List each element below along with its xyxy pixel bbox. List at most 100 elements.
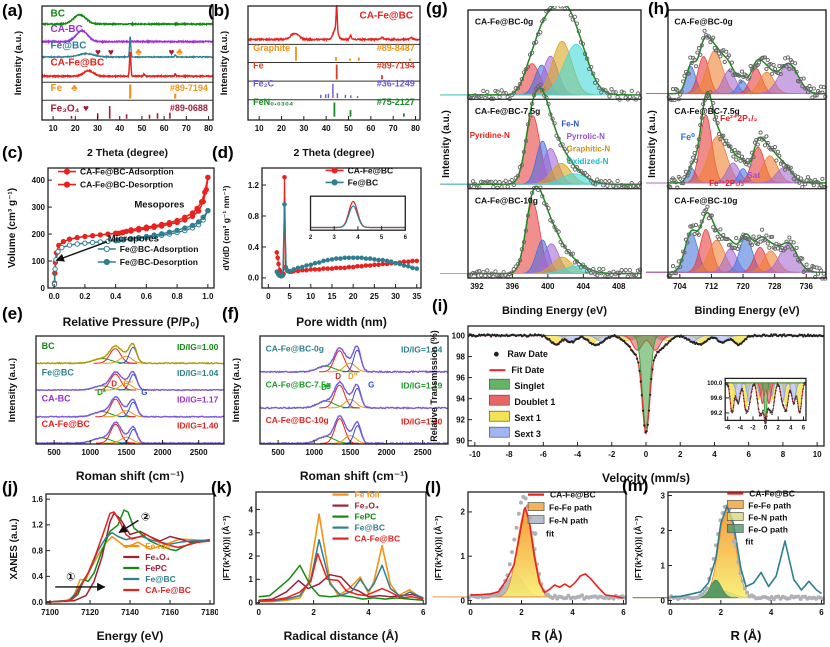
svg-text:5: 5 [287, 292, 292, 301]
svg-text:-6: -6 [725, 425, 731, 431]
svg-text:Intensity (a.u.): Intensity (a.u.) [13, 31, 24, 95]
svg-text:98: 98 [456, 352, 465, 361]
svg-text:3: 3 [661, 491, 666, 500]
chart-group: 500 1000 1500 2000 2500 Roman shift (cm⁻¹) Int… [231, 335, 449, 483]
svg-text:Graphitic-N: Graphitic-N [567, 144, 611, 153]
svg-text:Micropores: Micropores [108, 234, 159, 245]
legend: CA-Fe@BC-Adsorption CA-Fe@BC-Desorption [57, 167, 174, 190]
panel-c-chart: 0.0 0.2 0.4 0.6 0.8 1.0 0 100 200 300 400 Relative … [7, 167, 215, 329]
svg-text:|FT(k²χ(k))| (Å⁻³): |FT(k²χ(k))| (Å⁻³) [221, 515, 231, 580]
svg-text:CA-Fe@BC-7.5g: CA-Fe@BC-7.5g [475, 106, 540, 116]
svg-text:0.8: 0.8 [172, 292, 184, 301]
svg-text:Fe foil: Fe foil [145, 541, 170, 551]
svg-text:FePC: FePC [355, 512, 377, 522]
svg-text:Fe-N path: Fe-N path [549, 516, 588, 526]
svg-text:ID/IG=1.04: ID/IG=1.04 [177, 368, 219, 378]
svg-text:100.0: 100.0 [707, 381, 723, 387]
svg-text:7120: 7120 [81, 608, 99, 617]
svg-text:Binding Energy (eV): Binding Energy (eV) [502, 305, 607, 317]
svg-text:6: 6 [421, 608, 426, 617]
svg-text:70: 70 [389, 124, 398, 133]
svg-text:4: 4 [789, 425, 793, 431]
svg-text:5: 5 [380, 235, 384, 241]
svg-text:99.2: 99.2 [710, 411, 722, 417]
svg-text:CA-BC: CA-BC [42, 393, 71, 403]
svg-text:Fe@BC: Fe@BC [51, 40, 87, 51]
svg-text:6: 6 [819, 608, 824, 617]
svg-text:Doublet 1: Doublet 1 [514, 397, 555, 407]
svg-text:CA-Fe@BC: CA-Fe@BC [42, 419, 91, 429]
panel-h-chart: CA-Fe@BC-0g CA-Fe@BC-7.5g Fe⁰ Fe²⁺2P₁/₂ Fe³⁺… [645, 9, 828, 317]
svg-text:500: 500 [271, 448, 285, 457]
svg-text:99.6: 99.6 [710, 396, 722, 402]
panel-k-chart: 0 2 4 6 0 1 2 3 4 Radical distance (Å) |FT(k²χ(k))… [221, 490, 427, 643]
svg-text:Fe-Fe path: Fe-Fe path [748, 500, 791, 510]
svg-text:#36-1249: #36-1249 [377, 78, 415, 88]
svg-text:-6: -6 [540, 450, 548, 459]
panel-e-label: (e) [2, 304, 23, 323]
panel-j: 7100 7120 7140 7160 7180 0.0 0.4 0.8 1.2 1.6 Energ… [8, 486, 219, 644]
svg-text:0.4: 0.4 [248, 243, 260, 252]
svg-text:2 Theta (degree): 2 Theta (degree) [87, 147, 168, 159]
svg-text:CA-BC: CA-BC [51, 24, 83, 35]
svg-text:CA-Fe@BC: CA-Fe@BC [145, 585, 191, 595]
svg-text:3: 3 [249, 529, 254, 538]
svg-text:Fe@BC: Fe@BC [348, 177, 379, 187]
svg-text:D: D [111, 379, 117, 388]
svg-text:80: 80 [204, 124, 213, 133]
svg-text:4: 4 [249, 505, 254, 514]
svg-text:4: 4 [769, 608, 774, 617]
svg-text:G: G [368, 380, 374, 389]
svg-text:②: ② [141, 511, 150, 523]
svg-text:0: 0 [468, 608, 473, 617]
svg-text:ID/IG=1.40: ID/IG=1.40 [177, 421, 219, 431]
svg-text:1: 1 [249, 575, 254, 584]
svg-text:CA-Fe@BC: CA-Fe@BC [550, 490, 596, 500]
svg-text:2: 2 [719, 608, 724, 617]
svg-text:CA-Fe@BC: CA-Fe@BC [355, 534, 401, 544]
svg-text:0.0: 0.0 [248, 274, 260, 283]
panel-b-chart: 10 20 30 40 50 60 70 80 2 Theta (degree) Intensit… [219, 5, 421, 159]
svg-text:704: 704 [673, 282, 687, 291]
svg-text:0: 0 [668, 608, 673, 617]
svg-text:Fe: Fe [51, 83, 63, 94]
panel-f: 500 1000 1500 2000 2500 Roman shift (cm⁻¹) Int… [230, 332, 452, 484]
svg-text:CA-Fe@BC: CA-Fe@BC [51, 57, 105, 68]
svg-text:Fe@BC-Desorption: Fe@BC-Desorption [120, 257, 198, 267]
svg-text:R (Å): R (Å) [730, 628, 761, 643]
svg-text:300: 300 [32, 203, 46, 212]
svg-text:#89-8487: #89-8487 [377, 43, 415, 53]
svg-text:Fe₃O₄: Fe₃O₄ [355, 501, 380, 511]
panel-k: 0 2 4 6 0 1 2 3 4 Radical distance (Å) |FT(k²χ(k))… [220, 486, 430, 644]
svg-text:80: 80 [411, 124, 420, 133]
svg-text:20: 20 [349, 292, 358, 301]
svg-text:CA-Fe@BC-Desorption: CA-Fe@BC-Desorption [80, 180, 173, 190]
svg-text:400: 400 [541, 282, 555, 291]
svg-text:2: 2 [309, 235, 313, 241]
panel-m: 0 2 4 6 0 1 2 3 R (Å) |FT(k²χ(k))| (Å⁻³) CA-Fe@BC F… [632, 486, 828, 644]
svg-text:Fe: Fe [253, 60, 264, 70]
svg-text:3: 3 [333, 235, 337, 241]
svg-text:Fe-Fe path: Fe-Fe path [549, 503, 592, 513]
chart-group: 10 20 30 40 50 60 70 80 2 Theta (degree) Intensit… [219, 5, 421, 159]
svg-text:CA-Fe@BC-0g: CA-Fe@BC-0g [674, 17, 732, 27]
svg-text:Relative Pressure (P/P₀): Relative Pressure (P/P₀) [63, 315, 200, 329]
svg-text:R (Å): R (Å) [531, 628, 562, 643]
svg-text:4: 4 [366, 608, 371, 617]
svg-text:-8: -8 [506, 450, 514, 459]
svg-text:1: 1 [461, 552, 466, 561]
svg-text:Intensity (a.u.): Intensity (a.u.) [231, 358, 242, 422]
panel-h: CA-Fe@BC-0g CA-Fe@BC-7.5g Fe⁰ Fe²⁺2P₁/₂ Fe³⁺… [645, 6, 830, 318]
svg-text:dV/dD (cm³ g⁻¹ nm⁻¹): dV/dD (cm³ g⁻¹ nm⁻¹) [221, 185, 231, 270]
svg-text:Fe@BC: Fe@BC [145, 574, 176, 584]
svg-text:Pyridine-N: Pyridine-N [470, 131, 510, 140]
svg-text:720: 720 [736, 282, 750, 291]
svg-text:2: 2 [461, 508, 466, 517]
svg-text:CA-Fe@BC-10g: CA-Fe@BC-10g [475, 195, 538, 205]
svg-text:D: D [335, 372, 341, 381]
panel-l-chart: 0 2 4 6 0 1 2 R (Å) |FT(k²χ(k))| (Å⁻³) CA-Fe@BC Fe… [432, 490, 627, 643]
svg-text:200: 200 [32, 230, 46, 239]
svg-text:Roman shift (cm⁻¹): Roman shift (cm⁻¹) [76, 469, 184, 483]
svg-text:#75-2127: #75-2127 [377, 97, 415, 107]
svg-text:Fe@BC-Adsorption: Fe@BC-Adsorption [120, 244, 199, 254]
